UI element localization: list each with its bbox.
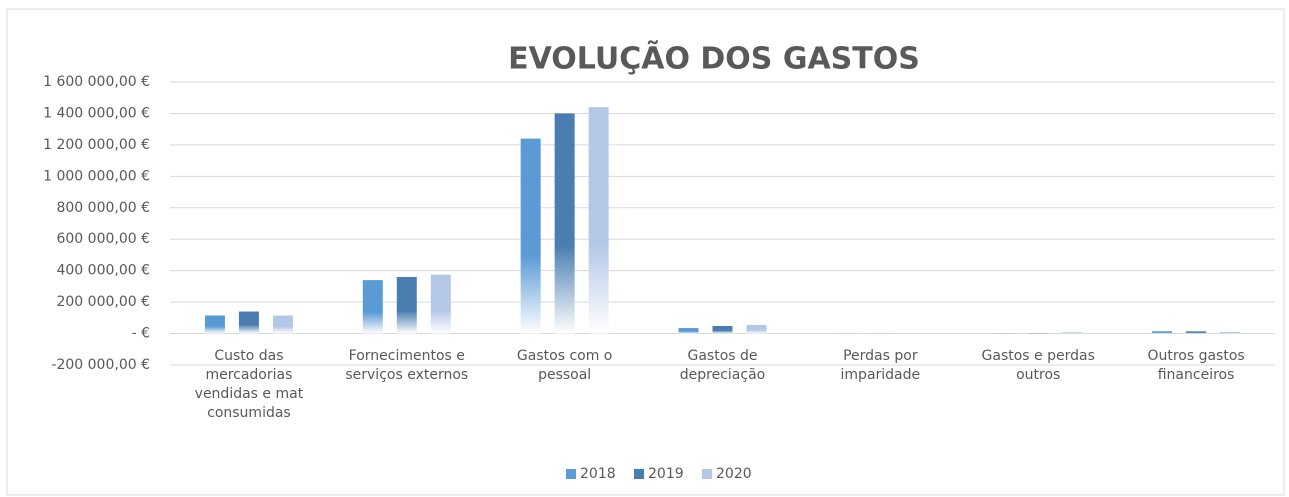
y-tick-label: 400 000,00 € <box>56 263 150 279</box>
y-tick-label: -200 000,00 € <box>51 357 150 373</box>
bar <box>554 113 575 334</box>
legend-swatch <box>702 469 712 479</box>
legend-swatch <box>566 469 576 479</box>
legend-label: 2020 <box>716 466 752 482</box>
legend-label: 2019 <box>648 466 684 482</box>
bar <box>204 315 225 334</box>
y-tick-label: - € <box>132 326 150 342</box>
chart-title: EVOLUÇÃO DOS GASTOS <box>508 40 920 77</box>
y-tick-label: 1 200 000,00 € <box>43 137 150 153</box>
x-tick-label: Gastos com o pessoal <box>516 348 613 383</box>
bar <box>1152 331 1173 334</box>
legend-swatch <box>634 469 644 479</box>
bar <box>1186 331 1207 334</box>
bar <box>362 280 383 334</box>
legend-label: 2018 <box>580 466 616 482</box>
x-tick-label: Gastos e perdas outros <box>981 348 1095 383</box>
bar <box>712 326 733 334</box>
chart-border <box>6 8 1285 496</box>
x-tick-label: Outros gastos financeiros <box>1147 348 1245 383</box>
x-tick-label: Gastos de depreciação <box>679 348 766 383</box>
bar <box>520 138 541 334</box>
y-tick-label: 1 000 000,00 € <box>43 168 150 184</box>
bar <box>1062 332 1083 334</box>
x-tick-label: Custo das mercadorias vendidas e mat con… <box>194 348 304 421</box>
bar <box>588 107 609 334</box>
bar <box>238 311 259 334</box>
bar <box>678 328 699 334</box>
bar <box>396 276 417 334</box>
bar <box>430 274 451 334</box>
y-tick-label: 200 000,00 € <box>56 294 150 310</box>
y-tick-label: 600 000,00 € <box>56 231 150 247</box>
x-tick-label: Perdas por imparidade <box>840 348 921 383</box>
y-tick-label: 800 000,00 € <box>56 200 150 216</box>
bar <box>746 324 767 334</box>
y-tick-label: 1 400 000,00 € <box>43 105 150 121</box>
bar <box>272 315 293 334</box>
x-tick-label: Fornecimentos e serviços externos <box>345 348 469 383</box>
bar <box>1220 331 1241 334</box>
y-tick-label: 1 600 000,00 € <box>43 74 150 90</box>
